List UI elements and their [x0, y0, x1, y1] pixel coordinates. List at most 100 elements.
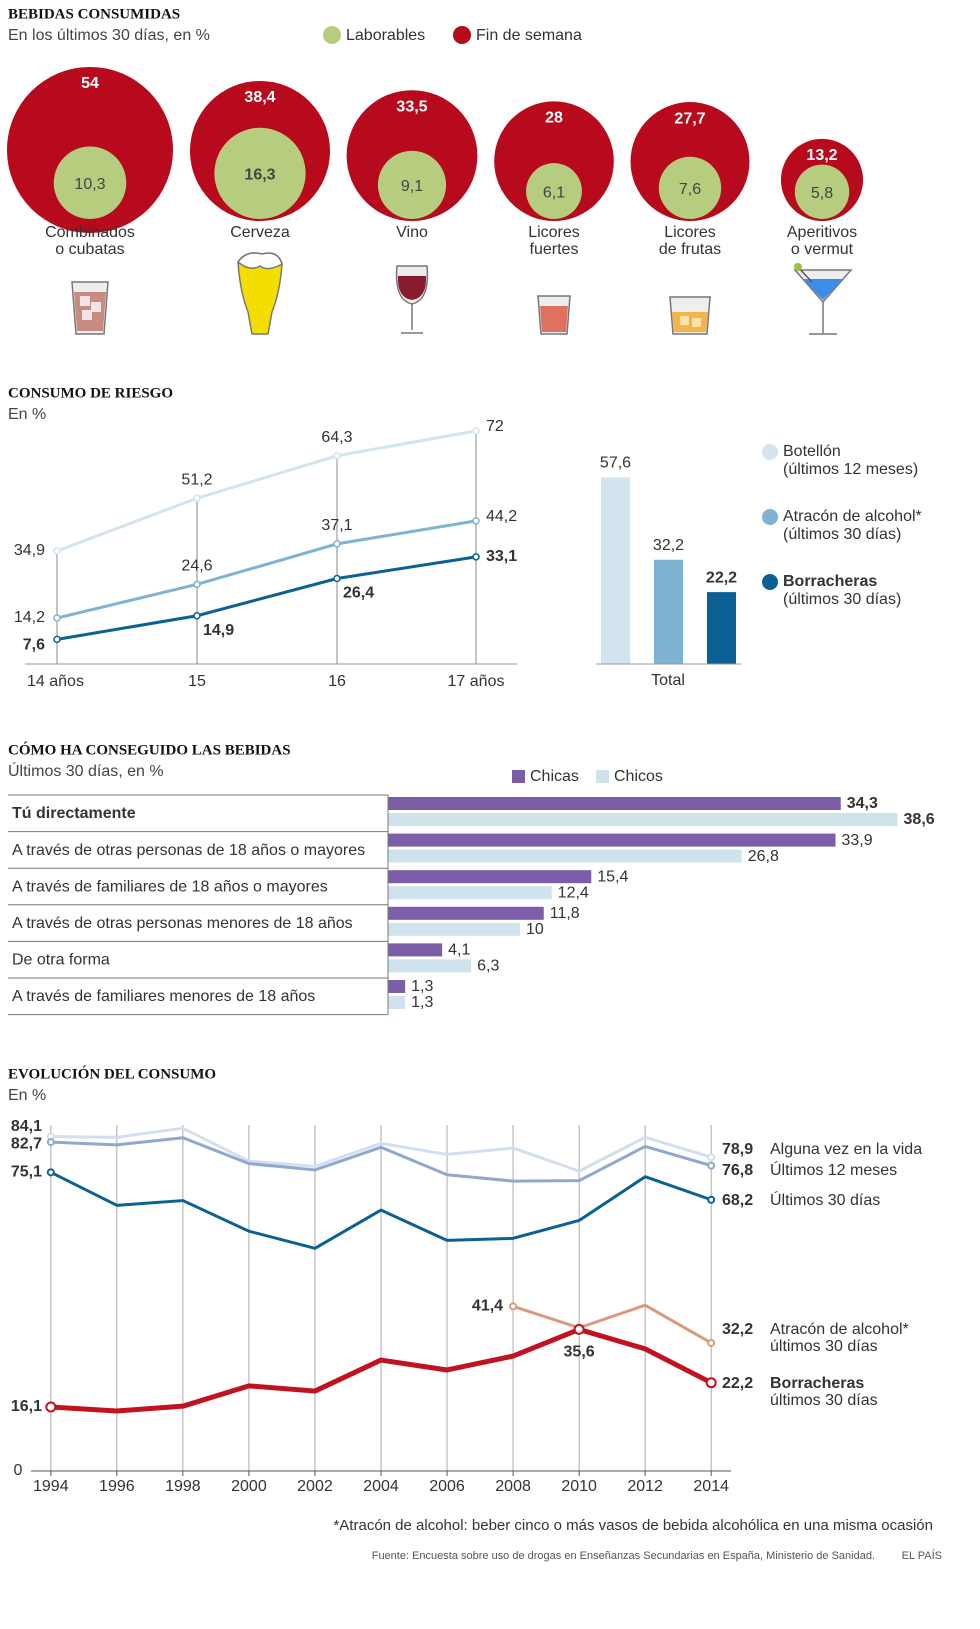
legend-label: Alguna vez en la vida	[770, 1141, 922, 1158]
inner-circle	[794, 164, 850, 219]
x-tick-label: 2010	[561, 1478, 597, 1495]
bar	[388, 906, 544, 920]
line	[50, 1326, 713, 1414]
inner-circle	[377, 150, 447, 219]
point	[45, 1401, 57, 1413]
legend-swatch	[323, 26, 341, 44]
legend-swatch	[453, 26, 471, 44]
value-label: 68,2	[722, 1192, 753, 1209]
value-label: 16,1	[11, 1398, 42, 1415]
bar	[388, 959, 472, 973]
bar	[388, 833, 836, 847]
legend-swatch	[596, 770, 609, 783]
legend-label: (últimos 12 meses)	[783, 461, 918, 478]
point	[707, 1338, 716, 1347]
category-label: Total	[651, 672, 685, 689]
legend-label: Atracón de alcohol*	[770, 1321, 909, 1338]
value-label: 6,3	[477, 958, 499, 975]
category-label: Cerveza	[230, 224, 290, 241]
line	[512, 1303, 712, 1345]
y-tick-label: 0	[14, 1462, 23, 1479]
point	[193, 580, 201, 589]
value-label: 10	[526, 921, 544, 938]
bar	[388, 813, 898, 826]
bar	[388, 797, 841, 810]
point	[472, 553, 480, 561]
value-label: 13,2	[806, 147, 837, 164]
legend-swatch	[762, 509, 778, 525]
point	[53, 547, 61, 555]
bar	[654, 559, 683, 664]
x-tick-label: 1994	[33, 1478, 69, 1495]
x-tick-label: 2014	[693, 1478, 729, 1495]
inner-circle	[214, 127, 306, 219]
value-label: 9,1	[401, 178, 423, 195]
x-tick-label: 2000	[231, 1478, 267, 1495]
point	[53, 635, 61, 644]
category-label: Aperitivos	[787, 224, 857, 241]
bar	[601, 477, 630, 664]
legend-label: (últimos 30 días)	[783, 526, 901, 543]
bar	[388, 943, 443, 957]
category-label: fuertes	[530, 241, 579, 258]
bar	[388, 870, 592, 884]
point	[707, 1153, 716, 1162]
bar	[388, 922, 520, 936]
point	[472, 427, 480, 435]
value-label: 38,4	[244, 89, 275, 106]
point	[46, 1168, 55, 1177]
x-tick-label: 17 años	[448, 673, 505, 690]
x-tick-label: 2008	[495, 1478, 531, 1495]
value-label: 4,1	[448, 942, 470, 959]
category-label: A través de otras personas de 18 años o …	[12, 842, 365, 859]
point	[193, 612, 201, 620]
category-label: de frutas	[659, 241, 721, 258]
category-label: Licores	[664, 224, 716, 241]
value-label: 78,9	[722, 1141, 753, 1158]
legend-label: Últimos 30 días	[770, 1190, 880, 1209]
value-label: 26,8	[748, 848, 779, 865]
x-tick-label: 1998	[165, 1478, 201, 1495]
value-label: 75,1	[11, 1164, 42, 1181]
value-label: 35,6	[564, 1344, 595, 1361]
point	[573, 1323, 585, 1335]
source: Fuente: Encuesta sobre uso de drogas en …	[372, 1550, 875, 1562]
legend-label: (últimos 30 días)	[783, 591, 901, 608]
value-label: 84,1	[11, 1118, 42, 1135]
legend-label: Chicas	[530, 768, 579, 785]
value-label: 1,3	[411, 978, 433, 995]
value-label: 38,6	[904, 811, 935, 828]
value-label: 6,1	[543, 184, 565, 201]
value-label: 41,4	[472, 1298, 503, 1315]
legend-label: últimos 30 días	[770, 1392, 878, 1409]
value-label: 44,2	[486, 508, 517, 525]
line	[50, 1126, 712, 1173]
bar	[388, 886, 552, 900]
value-label: 34,3	[847, 795, 878, 812]
x-tick-label: 16	[328, 673, 346, 690]
point	[333, 452, 341, 460]
value-label: 11,8	[550, 905, 580, 922]
line	[56, 519, 477, 620]
chart-title: CONSUMO DE RIESGO	[8, 385, 173, 401]
value-label: 33,5	[396, 98, 427, 115]
legend-swatch	[512, 770, 525, 783]
category-label: o cubatas	[55, 241, 124, 258]
legend-label: últimos 30 días	[770, 1338, 878, 1355]
value-label: 14,2	[14, 609, 45, 626]
outer-circle	[494, 101, 614, 221]
point	[333, 574, 341, 583]
value-label: 33,1	[486, 548, 517, 565]
line	[56, 429, 477, 553]
bar	[388, 980, 406, 993]
value-label: 72	[486, 418, 504, 435]
footnote: *Atracón de alcohol: beber cinco o más v…	[333, 1517, 933, 1534]
value-label: 5,8	[811, 185, 833, 202]
value-label: 15,4	[597, 868, 628, 885]
value-label: 24,6	[181, 558, 212, 575]
bar	[388, 849, 742, 863]
point	[705, 1377, 717, 1389]
legend-label: Atracón de alcohol*	[783, 508, 922, 525]
point	[472, 517, 480, 525]
chart-title: CÓMO HA CONSEGUIDO LAS BEBIDAS	[8, 741, 291, 758]
